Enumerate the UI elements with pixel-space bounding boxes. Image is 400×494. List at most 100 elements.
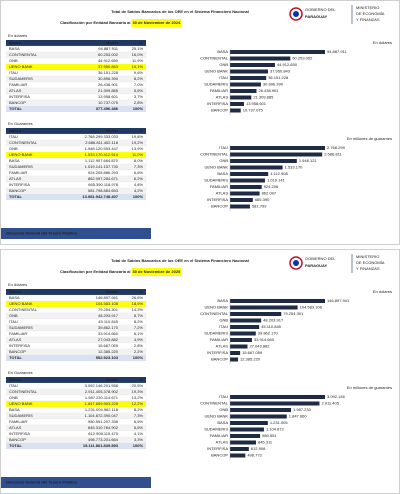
table-cell: GNB bbox=[9, 313, 18, 318]
bar-category: BANCOP bbox=[211, 453, 228, 458]
bar-value-label: 612.908 bbox=[251, 446, 266, 451]
bar bbox=[230, 318, 262, 323]
table-cell: BANCOP bbox=[9, 349, 26, 354]
table-cell: 862.097.284.671 bbox=[88, 176, 119, 181]
table-cell: 7,2% bbox=[134, 325, 144, 330]
bar-value-label: 146.897.941 bbox=[327, 298, 350, 303]
bar bbox=[230, 95, 252, 100]
table-cell: 3,3% bbox=[134, 437, 144, 442]
table-cell: 8,2% bbox=[134, 76, 144, 81]
table-cell: FAMILIAR bbox=[9, 170, 27, 175]
table-cell: INTERFISA bbox=[9, 182, 30, 187]
bar-value-label: 980.551 bbox=[262, 433, 277, 438]
table-header-bg bbox=[6, 377, 146, 383]
table-cell: ITAU bbox=[9, 383, 18, 388]
bar bbox=[230, 414, 287, 419]
table-header: Banco bbox=[9, 377, 22, 382]
bar bbox=[230, 312, 282, 316]
bar-category: INTERFISA bbox=[207, 446, 228, 451]
logo-ministry: MINISTERIO bbox=[356, 5, 379, 10]
table-cell: 1.847.659.903.225 bbox=[85, 401, 119, 406]
table-cell: 1.231.004.562.118 bbox=[85, 407, 119, 412]
table-header: % bbox=[139, 377, 143, 382]
table-cell: BANCOP bbox=[9, 100, 26, 105]
bar-value-label: 1.104.872 bbox=[266, 427, 285, 432]
bar bbox=[230, 191, 260, 196]
chart-label: En millones de guaraníes bbox=[347, 136, 392, 141]
bar bbox=[230, 453, 246, 458]
table-cell: 1.533.170.412.514 bbox=[85, 152, 119, 157]
bar bbox=[230, 325, 260, 329]
bar-value-label: 1.533.170 bbox=[285, 165, 304, 170]
bar bbox=[230, 198, 253, 202]
date-highlight bbox=[131, 268, 182, 276]
bar-category: UENO BANK bbox=[204, 414, 228, 419]
table-header: % bbox=[139, 289, 143, 294]
table-row-bg bbox=[5, 312, 147, 320]
logo-line1: GOBIERNO DEL bbox=[305, 256, 336, 261]
bar-category: ATLAS bbox=[216, 440, 229, 445]
bar bbox=[230, 89, 257, 93]
table-cell: CONTINENTAL bbox=[9, 389, 38, 394]
table-row-bg bbox=[5, 348, 147, 356]
table-cell: 6,1% bbox=[134, 331, 144, 336]
bar-value-label: 48.203.917 bbox=[263, 318, 284, 323]
table-cell: ITAU bbox=[9, 319, 18, 324]
bar bbox=[230, 50, 325, 54]
bar bbox=[230, 146, 325, 150]
table-row-bg bbox=[5, 187, 147, 195]
bar bbox=[230, 56, 291, 61]
bar-category: UENO BANK bbox=[204, 165, 228, 170]
table-cell: 5,6% bbox=[134, 425, 144, 430]
bar-category: UENO BANK bbox=[204, 305, 228, 310]
table-cell: 8,2% bbox=[134, 319, 144, 324]
bar-category: BASA bbox=[217, 420, 228, 425]
bar-value-label: 37.950.843 bbox=[270, 69, 291, 74]
bar bbox=[230, 152, 323, 157]
bar-category: FAMILIAR bbox=[210, 433, 228, 438]
table-cell: 26,6% bbox=[132, 295, 144, 300]
bar-category: BANCOP bbox=[211, 357, 228, 362]
logo-ministry: Y FINANZAS bbox=[356, 266, 380, 271]
table-cell: 60.253.002 bbox=[98, 52, 119, 57]
footer-band bbox=[1, 228, 151, 239]
table-cell: SUDAMERIS bbox=[9, 325, 33, 330]
bar-category: ITAU bbox=[219, 324, 228, 329]
table-header: Monto bbox=[106, 289, 119, 294]
table-cell: SUDAMERIS bbox=[9, 76, 33, 81]
bar-value-label: 30.896.390 bbox=[263, 82, 284, 87]
bar bbox=[230, 351, 241, 355]
table-cell: UENO BANK bbox=[9, 64, 33, 69]
table-cell: 2,2% bbox=[134, 349, 144, 354]
bar-value-label: 12.385.220 bbox=[240, 357, 261, 362]
table-total-bg bbox=[6, 194, 146, 200]
table-cell: 19,3% bbox=[132, 389, 144, 394]
table-total: TOTAL bbox=[9, 355, 23, 360]
bar-value-label: 13.958.601 bbox=[246, 101, 267, 106]
bar bbox=[230, 108, 241, 113]
table-cell: 498.773.201.664 bbox=[88, 437, 119, 442]
subtitle: Clasificación por Entidad Bancaria al bbox=[60, 20, 130, 25]
table-cell: 11,9% bbox=[132, 58, 143, 63]
bar-value-label: 21.309.885 bbox=[253, 95, 274, 100]
table-cell: SUDAMERIS bbox=[9, 413, 33, 418]
table-cell: INTERFISA bbox=[9, 94, 30, 99]
table-total: 100% bbox=[133, 106, 144, 111]
bar bbox=[230, 102, 244, 106]
table-cell: FAMILIAR bbox=[9, 331, 27, 336]
bar bbox=[230, 395, 325, 399]
bar-value-label: 45.110.845 bbox=[261, 324, 281, 329]
bar-category: SUDAMERIS bbox=[204, 178, 228, 183]
bar-value-label: 1.847.660 bbox=[289, 414, 308, 419]
table-total: 100% bbox=[133, 443, 144, 448]
bar-category: CONTINENTAL bbox=[200, 152, 229, 157]
logo-seal-inner bbox=[293, 260, 299, 266]
bar-category: UENO BANK bbox=[204, 69, 228, 74]
date-highlight bbox=[131, 19, 182, 27]
bar-category: GNB bbox=[219, 62, 228, 67]
logo-ministry: DE ECONOMÍA bbox=[356, 260, 385, 265]
table-cell: 13,9% bbox=[132, 146, 144, 151]
table-total: 13.981.942.748.407 bbox=[82, 194, 118, 199]
table-header-bg bbox=[6, 40, 146, 46]
table-cell: 25,1% bbox=[132, 46, 144, 51]
